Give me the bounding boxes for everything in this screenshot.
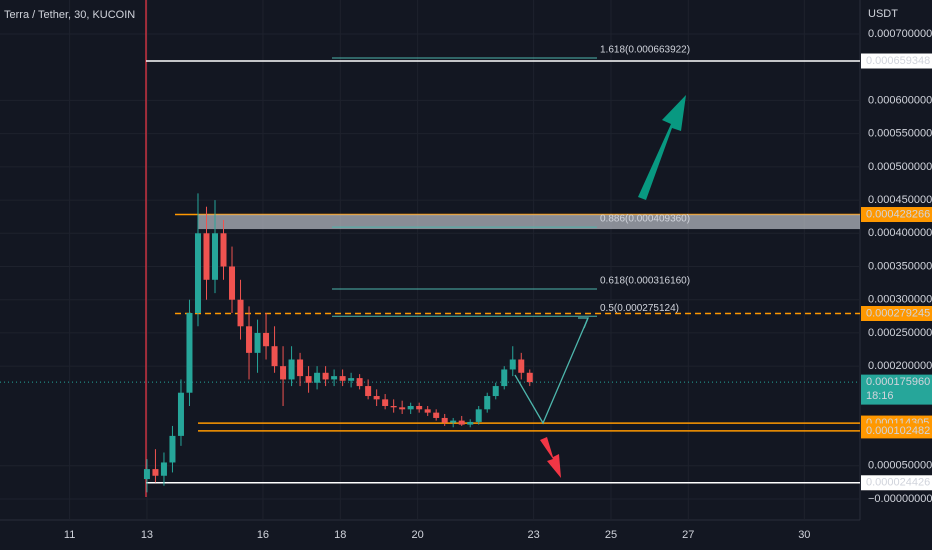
candle-body	[356, 378, 363, 387]
candle-body	[424, 409, 431, 413]
y-tick-label: 0.000050000	[868, 460, 932, 472]
x-tick-label: 16	[257, 529, 269, 541]
fib-label: 0.618(0.000316160)	[600, 276, 690, 287]
candle-body	[143, 469, 150, 480]
candle-body	[263, 332, 270, 347]
candle-body	[348, 378, 355, 381]
candle-body	[194, 233, 201, 313]
candle-body	[492, 386, 499, 397]
y-tick-label: 0.000400000	[868, 227, 932, 239]
price-tag	[861, 423, 932, 439]
price-tag-label: 0.000175960	[866, 376, 930, 388]
candle-body	[518, 359, 525, 373]
price-tag	[861, 374, 932, 405]
y-tick-label: 0.000300000	[868, 294, 932, 306]
candle-body	[229, 266, 236, 300]
y-tick-label: 0.000600000	[868, 94, 932, 106]
candle-body	[314, 372, 321, 383]
candle-body	[271, 346, 278, 367]
candle-body	[416, 406, 423, 410]
candle-body	[297, 359, 304, 377]
candle-body	[407, 406, 414, 410]
price-tag	[861, 475, 932, 491]
x-tick-label: 25	[605, 529, 617, 541]
candle-body	[280, 366, 287, 380]
candle-body	[186, 313, 193, 393]
countdown: 18:16	[866, 390, 894, 402]
x-tick-label: 11	[64, 529, 75, 541]
down-arrow	[540, 437, 561, 478]
x-tick-label: 27	[682, 529, 694, 541]
axis-unit: USDT	[868, 8, 898, 20]
candle-body	[484, 396, 491, 410]
candle-body	[509, 359, 516, 370]
price-tag	[861, 306, 932, 322]
up-arrow	[638, 95, 686, 200]
zone	[198, 214, 860, 230]
candle-body	[177, 392, 184, 436]
candle-body	[322, 372, 329, 380]
candle-body	[365, 386, 372, 397]
candle-body	[458, 420, 465, 425]
y-tick-label: 0.000550000	[868, 128, 932, 140]
x-tick-label: 18	[334, 529, 346, 541]
candle-body	[212, 233, 218, 280]
candle-body	[220, 233, 227, 267]
x-tick-label: 30	[798, 529, 810, 541]
price-tag-label: 0.000659348	[866, 55, 930, 67]
price-tag-label: 0.000024426	[866, 477, 930, 489]
candle-body	[339, 376, 346, 381]
candle-body	[152, 469, 159, 476]
candle-body	[160, 462, 167, 476]
candle-body	[433, 412, 440, 418]
fib-label: 1.618(0.000663922)	[600, 45, 690, 56]
candle-body	[382, 399, 389, 406]
chart-title: Terra / Tether, 30, KUCOIN	[4, 9, 135, 21]
x-tick-label: 20	[412, 529, 424, 541]
candle-body	[305, 376, 312, 383]
y-tick-label: −0.000000000	[868, 493, 932, 505]
candle-body	[288, 359, 295, 380]
y-tick-label: 0.000700000	[868, 28, 932, 40]
y-tick-label: 0.000250000	[868, 327, 932, 339]
projection-arrowhead	[578, 317, 589, 329]
candle-body	[246, 326, 253, 353]
candle-body	[399, 407, 406, 410]
fib-label: 0.886(0.000409360)	[600, 214, 690, 225]
y-tick-label: 0.000450000	[868, 194, 932, 206]
price-tag-label: 0.000428266	[866, 208, 930, 220]
candle-body	[169, 435, 176, 463]
candle-body	[526, 372, 533, 383]
candle-body	[441, 417, 448, 423]
y-tick-label: 0.000200000	[868, 360, 932, 372]
projection-path	[514, 317, 589, 425]
candle-body	[501, 369, 508, 387]
fib-label: 0.5(0.000275124)	[600, 303, 679, 314]
price-tag-label: 0.000102482	[866, 425, 930, 437]
candle-body	[254, 332, 261, 353]
price-tag-label: 0.000279245	[866, 307, 930, 319]
x-tick-label: 13	[141, 529, 153, 541]
candle-body	[450, 420, 457, 423]
price-tag	[861, 207, 932, 223]
y-tick-label: 0.000500000	[868, 161, 932, 173]
candle-body	[373, 396, 380, 400]
candle-body	[237, 299, 244, 327]
candle-body	[203, 233, 210, 280]
candle-body	[475, 409, 482, 422]
candle-body	[390, 406, 397, 408]
candle-body	[467, 421, 474, 425]
candle-body	[331, 376, 338, 380]
price-tag	[861, 53, 932, 69]
x-tick-label: 23	[528, 529, 540, 541]
y-tick-label: 0.000350000	[868, 260, 932, 272]
